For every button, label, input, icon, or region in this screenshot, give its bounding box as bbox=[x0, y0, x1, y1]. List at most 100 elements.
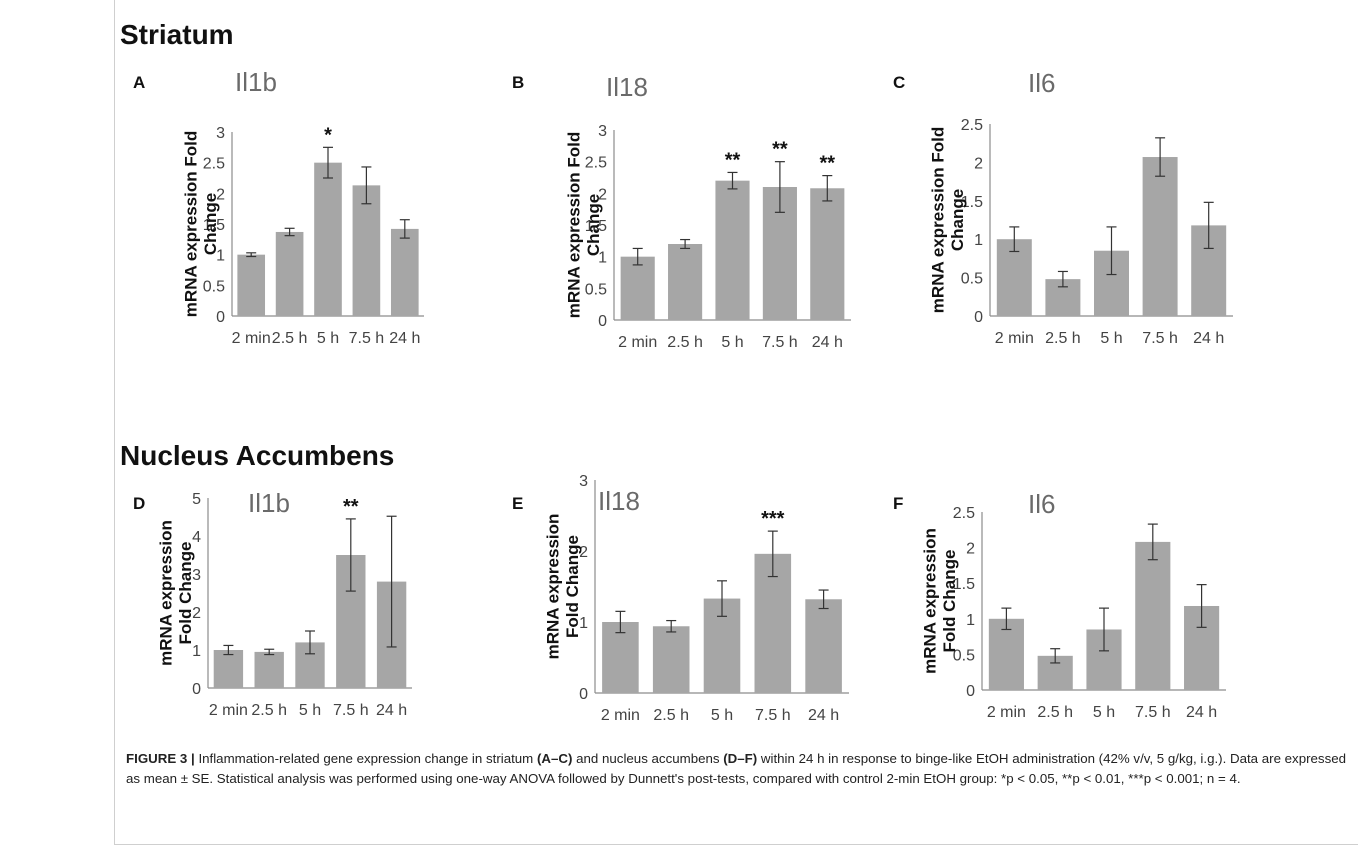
y-tick-label: 2.5 bbox=[961, 117, 983, 134]
x-tick-label: 2.5 h bbox=[251, 702, 287, 719]
x-tick-label: 2.5 h bbox=[272, 330, 308, 347]
x-tick-label: 5 h bbox=[317, 330, 339, 347]
bar-2-min bbox=[237, 254, 266, 316]
significance-marker: * bbox=[324, 124, 332, 146]
y-tick-label: 0 bbox=[579, 686, 588, 703]
y-tick-label: 2.5 bbox=[585, 155, 607, 172]
y-tick-label: 2 bbox=[598, 186, 607, 203]
x-tick-label: 7.5 h bbox=[1135, 704, 1171, 721]
panel-label: A bbox=[133, 73, 145, 92]
y-axis-label: mRNA expressionFold Change bbox=[543, 514, 582, 660]
x-tick-label: 24 h bbox=[1193, 330, 1224, 347]
y-tick-label: 0 bbox=[598, 313, 607, 330]
y-tick-label: 2 bbox=[192, 605, 201, 622]
section-title-nucleus-accumbens: Nucleus Accumbens bbox=[120, 440, 394, 471]
y-tick-label: 2.5 bbox=[953, 505, 975, 522]
significance-marker: ** bbox=[343, 496, 359, 518]
bar-2-min bbox=[988, 618, 1024, 690]
significance-marker: *** bbox=[761, 508, 785, 530]
y-tick-label: 1.5 bbox=[961, 194, 983, 211]
y-tick-label: 5 bbox=[192, 491, 201, 508]
y-tick-label: 1.5 bbox=[953, 576, 975, 593]
y-tick-label: 0.5 bbox=[585, 281, 607, 298]
y-tick-label: 1.5 bbox=[203, 217, 225, 234]
x-tick-label: 2.5 h bbox=[667, 334, 703, 351]
y-tick-label: 0 bbox=[966, 683, 975, 700]
chart-title: Il1b bbox=[248, 488, 290, 518]
panel-label: C bbox=[893, 73, 905, 92]
chart-title: Il18 bbox=[598, 486, 640, 516]
x-tick-label: 7.5 h bbox=[1142, 330, 1178, 347]
x-tick-label: 24 h bbox=[1186, 704, 1217, 721]
chart-panel-d: D Il1b 0 1 2 3 4 5 mRNA expressionFold Change 2 m… bbox=[133, 488, 412, 719]
y-tick-label: 1 bbox=[579, 615, 588, 632]
chart-title: Il6 bbox=[1028, 489, 1055, 519]
y-tick-label: 0.5 bbox=[953, 647, 975, 664]
y-axis-label: mRNA expression FoldChange bbox=[564, 132, 603, 318]
x-tick-label: 2 min bbox=[209, 702, 248, 719]
caption-text-1: Inflammation-related gene expression cha… bbox=[194, 751, 537, 766]
bar-5-h bbox=[715, 180, 750, 320]
bar-2-min bbox=[602, 622, 639, 693]
x-tick-label: 5 h bbox=[1100, 330, 1122, 347]
panel-label: D bbox=[133, 494, 145, 513]
caption-label: FIGURE 3 | bbox=[126, 751, 195, 766]
x-tick-label: 24 h bbox=[812, 334, 843, 351]
figure-caption: FIGURE 3 | Inflammation-related gene exp… bbox=[126, 749, 1346, 789]
y-tick-label: 3 bbox=[216, 125, 225, 142]
bar-2-min bbox=[213, 650, 244, 688]
panel-label: B bbox=[512, 73, 524, 92]
caption-panels-accumbens: (D–F) bbox=[723, 751, 758, 766]
x-tick-label: 2.5 h bbox=[1045, 330, 1081, 347]
caption-text-2: and nucleus accumbens bbox=[572, 751, 724, 766]
y-axis-label: mRNA expression FoldChange bbox=[181, 131, 220, 317]
chart-title: Il1b bbox=[235, 67, 277, 97]
y-tick-label: 3 bbox=[192, 567, 201, 584]
y-tick-label: 2.5 bbox=[203, 156, 225, 173]
x-tick-label: 24 h bbox=[376, 702, 407, 719]
bar-2_5-h bbox=[668, 244, 703, 320]
bar-24-h bbox=[390, 228, 419, 316]
chart-panel-e: E Il18 0 1 2 3 mRNA expressionFold Change 2 min… bbox=[512, 473, 849, 724]
x-tick-label: 5 h bbox=[721, 334, 743, 351]
y-tick-label: 0 bbox=[192, 681, 201, 698]
x-tick-label: 2 min bbox=[618, 334, 657, 351]
x-tick-label: 7.5 h bbox=[755, 707, 791, 724]
panel-label: F bbox=[893, 494, 903, 513]
x-tick-label: 5 h bbox=[1093, 704, 1115, 721]
chart-title: Il6 bbox=[1028, 68, 1055, 98]
y-tick-label: 2 bbox=[216, 186, 225, 203]
y-tick-label: 3 bbox=[598, 123, 607, 140]
x-tick-label: 2.5 h bbox=[653, 707, 689, 724]
significance-marker: ** bbox=[725, 149, 741, 171]
y-tick-label: 0 bbox=[974, 309, 983, 326]
y-tick-label: 4 bbox=[192, 529, 201, 546]
y-tick-label: 1 bbox=[192, 643, 201, 660]
x-tick-label: 2 min bbox=[232, 330, 271, 347]
y-axis-label: mRNA expressionFold Change bbox=[920, 528, 959, 674]
bar-7_5-h bbox=[1142, 157, 1178, 316]
x-tick-label: 7.5 h bbox=[333, 702, 369, 719]
bar-2_5-h bbox=[254, 651, 284, 688]
bar-5-h bbox=[314, 162, 342, 316]
x-tick-label: 2 min bbox=[995, 330, 1034, 347]
y-tick-label: 3 bbox=[579, 473, 588, 490]
y-tick-label: 1 bbox=[216, 248, 225, 265]
y-tick-label: 0.5 bbox=[961, 271, 983, 288]
x-tick-label: 7.5 h bbox=[349, 330, 385, 347]
y-tick-label: 2 bbox=[966, 541, 975, 558]
x-tick-label: 2 min bbox=[987, 704, 1026, 721]
chart-panel-f: F Il6 0 0.5 1 1.5 2 2.5 mRNA expressionFold Chan… bbox=[893, 489, 1226, 721]
bar-7_5-h bbox=[352, 185, 381, 316]
y-tick-label: 1 bbox=[598, 250, 607, 267]
x-tick-label: 5 h bbox=[711, 707, 733, 724]
chart-title: Il18 bbox=[606, 72, 648, 102]
x-tick-label: 2.5 h bbox=[1037, 704, 1073, 721]
significance-marker: ** bbox=[820, 153, 836, 175]
caption-panels-striatum: (A–C) bbox=[536, 751, 573, 766]
